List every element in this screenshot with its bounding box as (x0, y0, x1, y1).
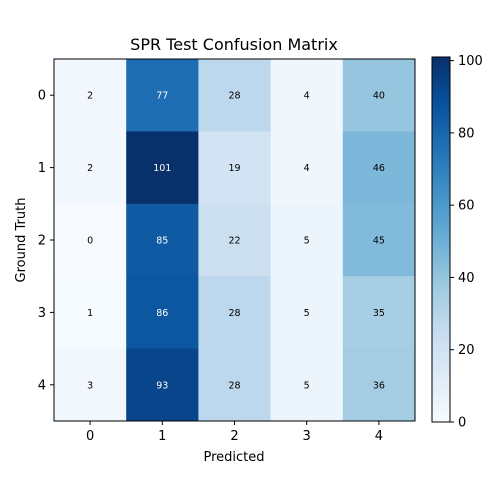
heatmap-cell-r0-c0 (54, 59, 127, 132)
x-tick-label-4: 4 (375, 429, 383, 444)
cell-value-r4-c2: 28 (228, 380, 240, 391)
heatmap-cell-r1-c4 (342, 131, 416, 205)
x-tick-label-1: 1 (158, 429, 166, 444)
heatmap-cell-r3-c0 (54, 276, 127, 350)
cell-value-r0-c2: 28 (228, 91, 240, 102)
heatmap-cell-r3-c1 (126, 276, 199, 350)
cell-value-r0-c0: 2 (87, 91, 93, 102)
cell-value-r3-c4: 35 (373, 308, 385, 319)
cell-value-r2-c1: 85 (156, 236, 168, 247)
heatmap-cell-r4-c2 (198, 348, 272, 422)
cell-value-r2-c3: 5 (304, 236, 310, 247)
cell-value-r4-c4: 36 (373, 380, 385, 391)
colorbar (431, 56, 451, 423)
heatmap-cell-r1-c2 (198, 131, 272, 205)
heatmap-cell-r0-c3 (270, 59, 344, 132)
cell-value-r1-c0: 2 (87, 163, 93, 174)
heatmap-cell-r2-c4 (342, 203, 416, 277)
colorbar-tick-label-0: 0 (458, 416, 466, 431)
colorbar-ticks: 0 20 40 60 80 100 (450, 54, 483, 431)
heatmap-cell-r1-c1 (126, 131, 199, 205)
cell-value-r3-c1: 86 (156, 308, 168, 319)
y-tick-label-3: 3 (38, 306, 46, 321)
cell-value-r1-c1: 101 (153, 163, 171, 174)
cell-value-r0-c4: 40 (373, 91, 385, 102)
cell-value-r2-c0: 0 (87, 236, 93, 247)
y-axis-ticks: 0 1 2 3 4 (38, 89, 54, 393)
cell-value-r2-c2: 22 (228, 236, 240, 247)
heatmap-cell-r2-c2 (198, 203, 272, 277)
colorbar-tick-label-1: 20 (458, 343, 475, 358)
heatmap-cell-r1-c0 (54, 131, 127, 205)
heatmap-cell-r3-c2 (198, 276, 272, 350)
heatmap-cell-r4-c0 (54, 348, 127, 422)
y-tick-label-0: 0 (38, 89, 46, 104)
heatmap-cell-r1-c3 (270, 131, 344, 205)
heatmap-cell-r2-c1 (126, 203, 199, 277)
heatmap-cell-r3-c4 (342, 276, 416, 350)
colorbar-tick-label-4: 80 (458, 126, 475, 141)
x-tick-label-2: 2 (230, 429, 238, 444)
y-tick-label-2: 2 (38, 234, 46, 249)
heatmap-cell-r2-c3 (270, 203, 344, 277)
heatmap-cell-r4-c3 (270, 348, 344, 422)
cell-value-r3-c2: 28 (228, 308, 240, 319)
heatmap-cell-r0-c1 (126, 59, 199, 132)
colorbar-tick-label-5: 100 (458, 54, 483, 69)
cell-value-r4-c0: 3 (87, 380, 93, 391)
x-axis-ticks: 0 1 2 3 4 (86, 421, 383, 444)
cell-value-r1-c2: 19 (228, 163, 240, 174)
colorbar-tick-label-3: 60 (458, 199, 475, 214)
heatmap-cell-r4-c4 (342, 348, 416, 422)
cell-value-r0-c1: 77 (156, 91, 168, 102)
heatmap-cell-labels: 2 77 28 4 40 2 101 19 4 46 0 85 22 5 45 1 86 28 5 35 3 93 28 5 3… (87, 91, 385, 392)
cell-value-r4-c3: 5 (304, 380, 310, 391)
heatmap-cell-r2-c0 (54, 203, 127, 277)
x-axis-label: Predicted (203, 450, 264, 465)
cell-value-r1-c3: 4 (304, 163, 310, 174)
y-tick-label-4: 4 (38, 378, 46, 393)
heatmap-cells (54, 59, 416, 422)
cell-value-r3-c0: 1 (87, 308, 93, 319)
cell-value-r3-c3: 5 (304, 308, 310, 319)
colorbar-tick-label-2: 40 (458, 271, 475, 286)
x-tick-label-0: 0 (86, 429, 94, 444)
y-tick-label-1: 1 (38, 161, 46, 176)
x-tick-label-3: 3 (303, 429, 311, 444)
heatmap-cell-r0-c4 (342, 59, 416, 132)
y-axis-label: Ground Truth (14, 198, 29, 283)
chart-title: SPR Test Confusion Matrix (130, 35, 338, 54)
heatmap-cell-r4-c1 (126, 348, 199, 422)
cell-value-r1-c4: 46 (373, 163, 385, 174)
cell-value-r4-c1: 93 (156, 380, 168, 391)
cell-value-r0-c3: 4 (304, 91, 310, 102)
heatmap-cell-r0-c2 (198, 59, 272, 132)
cell-value-r2-c4: 45 (373, 236, 385, 247)
heatmap-cell-r3-c3 (270, 276, 344, 350)
